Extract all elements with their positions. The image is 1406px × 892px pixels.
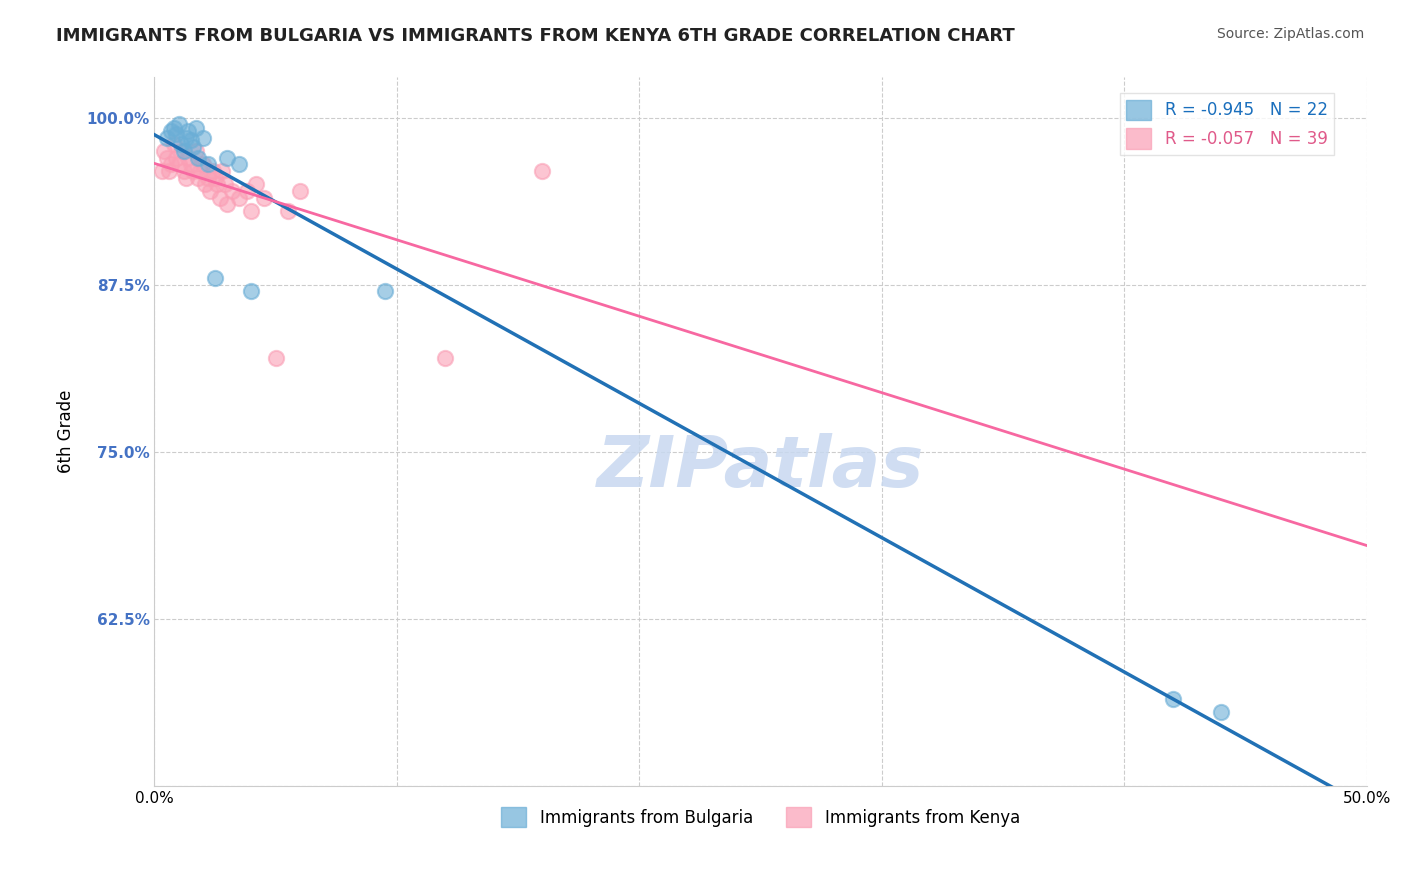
Point: [1211, 706, 1233, 720]
Legend: Immigrants from Bulgaria, Immigrants from Kenya: Immigrants from Bulgaria, Immigrants fro…: [495, 800, 1026, 834]
Point: [173, 144, 195, 158]
Point: [187, 170, 209, 185]
Point: [165, 127, 187, 141]
Point: [160, 157, 183, 171]
Point: [211, 164, 233, 178]
Point: [174, 130, 197, 145]
Point: [170, 144, 193, 158]
Point: [197, 157, 219, 171]
Point: [191, 157, 214, 171]
Point: [177, 151, 200, 165]
Point: [191, 130, 214, 145]
Point: [167, 157, 190, 171]
Point: [240, 285, 263, 299]
Point: [180, 157, 202, 171]
Point: [228, 157, 250, 171]
Point: [277, 204, 299, 219]
Point: [204, 170, 226, 185]
Point: [197, 170, 219, 185]
Point: [201, 164, 224, 178]
Point: [173, 164, 195, 178]
Point: [228, 191, 250, 205]
Point: [157, 164, 180, 178]
Text: Source: ZipAtlas.com: Source: ZipAtlas.com: [1216, 27, 1364, 41]
Point: [214, 178, 236, 192]
Point: [167, 117, 190, 131]
Point: [235, 184, 257, 198]
Point: [165, 151, 187, 165]
Point: [208, 191, 231, 205]
Point: [374, 285, 396, 299]
Point: [245, 178, 267, 192]
Point: [221, 184, 243, 198]
Point: [252, 191, 274, 205]
Point: [207, 178, 229, 192]
Point: [190, 164, 212, 178]
Point: [160, 124, 183, 138]
Point: [531, 164, 554, 178]
Point: [163, 137, 186, 152]
Point: [155, 151, 177, 165]
Point: [217, 151, 239, 165]
Point: [217, 197, 239, 211]
Point: [288, 184, 311, 198]
Point: [163, 121, 186, 136]
Point: [194, 178, 217, 192]
Point: [181, 140, 204, 154]
Text: IMMIGRANTS FROM BULGARIA VS IMMIGRANTS FROM KENYA 6TH GRADE CORRELATION CHART: IMMIGRANTS FROM BULGARIA VS IMMIGRANTS F…: [56, 27, 1015, 45]
Point: [150, 164, 173, 178]
Point: [155, 130, 177, 145]
Point: [181, 164, 204, 178]
Point: [153, 144, 176, 158]
Point: [264, 351, 287, 365]
Point: [434, 351, 457, 365]
Point: [184, 144, 207, 158]
Point: [187, 151, 209, 165]
Point: [1161, 692, 1184, 706]
Y-axis label: 6th Grade: 6th Grade: [58, 390, 75, 474]
Text: ZIPatlas: ZIPatlas: [598, 433, 924, 501]
Point: [240, 204, 263, 219]
Point: [198, 184, 221, 198]
Point: [174, 170, 197, 185]
Point: [184, 121, 207, 136]
Point: [204, 271, 226, 285]
Point: [180, 133, 202, 147]
Point: [177, 124, 200, 138]
Point: [170, 137, 193, 152]
